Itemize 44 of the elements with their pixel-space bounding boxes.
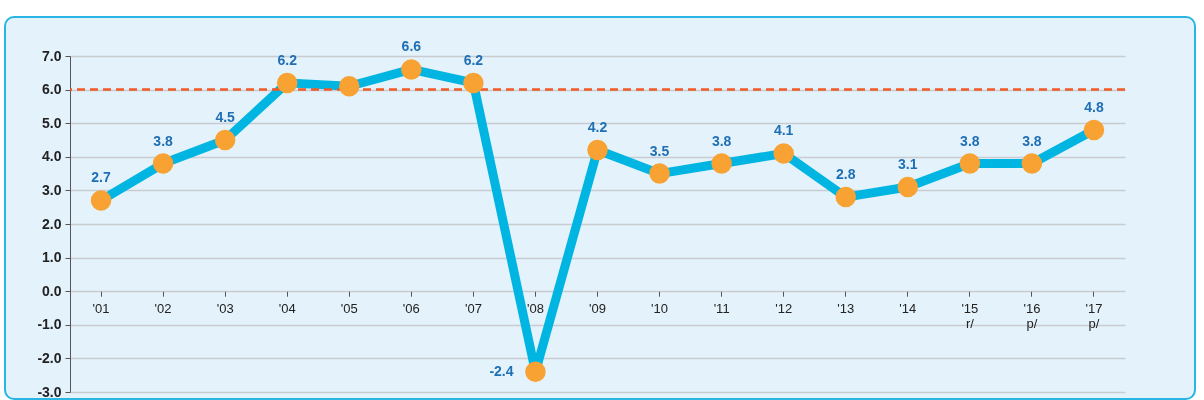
data-label: 4.5 [215,109,236,125]
data-label: 2.8 [836,166,856,183]
y-tick-label: 3.0 [42,181,62,198]
x-tick-label: '15 r/ [961,300,979,331]
y-tick-label: -3.0 [37,383,62,400]
data-label: 6.6 [401,38,422,55]
data-label: 6.2 [277,51,298,68]
y-tick-label: 7.0 [42,47,62,64]
data-label: 4.8 [1084,98,1104,115]
y-tick-label: 4.0 [42,148,62,165]
y-tick-label: 6.0 [42,81,62,98]
data-label: 4.1 [773,122,794,139]
data-label: 3.5 [649,142,670,159]
x-tick-label: '02 [154,300,172,316]
x-tick-label: '04 [278,300,296,316]
x-tick-label: '09 [589,300,606,316]
y-tick-label: 0.0 [42,282,62,299]
x-tick-label: '10 [651,300,669,316]
data-label: 3.8 [153,132,174,149]
data-label: 3.1 [898,156,918,173]
y-tick-label: 2.0 [42,215,62,232]
y-tick-label: -1.0 [37,316,62,333]
data-label: -2.4 [489,362,514,379]
x-tick-label: '13 [837,300,855,316]
x-tick-label: '06 [402,300,420,316]
x-tick-label: '03 [216,300,234,316]
data-label: 2.7 [91,169,111,186]
y-tick-label: -2.0 [37,349,62,366]
data-label: 6.2 [463,51,484,68]
data-label: 3.8 [1022,132,1042,149]
data-label: 3.8 [711,132,732,149]
x-tick-label: '08 [526,300,544,316]
x-tick-label: '12 [775,300,793,316]
x-tick-label: '05 [340,300,358,316]
x-tick-label: '14 [899,300,917,316]
x-tick-label: '11 [713,300,730,316]
x-tick-label: '17 p/ [1085,300,1103,331]
data-label: 4.2 [587,119,608,136]
data-label: 3.8 [960,132,980,149]
x-tick-label: '01 [92,300,110,316]
y-tick-label: 1.0 [42,249,62,266]
x-tick-label: '07 [464,300,482,316]
y-tick-label: 5.0 [42,114,62,131]
x-tick-label: '16 p/ [1023,300,1041,331]
